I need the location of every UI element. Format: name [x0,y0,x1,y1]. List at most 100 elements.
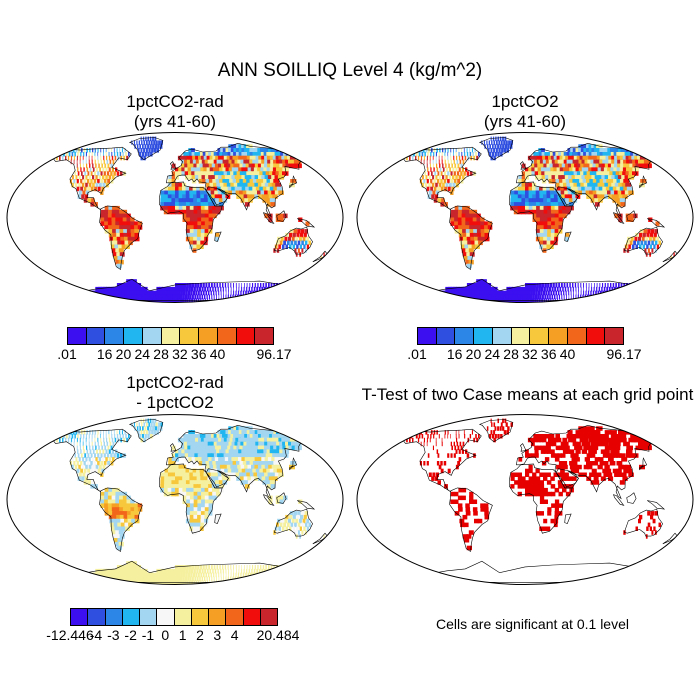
grid-cell [103,437,105,443]
grid-cell [618,217,623,222]
grid-cell [583,290,585,296]
grid-cell [454,217,459,222]
grid-cell [201,491,206,497]
grid-cell [275,453,282,458]
grid-cell [178,484,183,489]
grid-cell [100,461,103,466]
grid-cell [536,229,541,234]
grid-cell [647,248,650,253]
grid-cell [192,155,197,161]
grid-cell [528,198,533,203]
grid-cell [245,290,247,296]
grid-cell [88,441,90,447]
colorbar-tick-label: 40 [559,346,576,362]
grid-cell [122,565,128,570]
grid-cell [261,464,267,470]
grid-cell [200,155,206,161]
grid-cell [204,495,210,501]
grid-cell [284,518,288,524]
grid-cell [643,441,652,447]
colorbar-tick-label: 0 [161,627,170,643]
grid-cell [498,294,503,300]
grid-cell [278,472,284,477]
grid-cell [423,461,426,466]
grid-cell [81,476,85,481]
grid-cell [55,568,64,574]
grid-cell [460,522,466,528]
grid-cell [304,522,308,528]
grid-cell [213,453,219,458]
grid-cell [242,445,249,451]
grid-cell [184,453,189,458]
grid-cell [457,445,460,451]
grid-cell [551,217,556,222]
grid-cell [276,530,280,535]
grid-cell [621,472,627,477]
grid-cell [464,256,470,261]
grid-cell [65,290,74,296]
grid-cell [116,152,119,157]
grid-cell [527,290,531,296]
grid-cell [521,171,526,176]
grid-cell [182,487,187,493]
grid-cell [182,213,187,219]
grid-cell [467,256,473,261]
grid-cell [210,572,212,578]
grid-cell [461,221,467,226]
grid-cell [527,283,531,288]
grid-cell [409,155,411,161]
grid-cell [142,572,147,578]
grid-cell [553,190,559,195]
grid-cell [536,205,541,211]
grid-cell [129,561,135,566]
grid-cell [611,182,617,188]
grid-cell [415,155,417,161]
grid-cell [437,298,446,303]
grid-cell [215,198,220,203]
grid-cell [108,449,111,454]
grid-cell [233,298,236,303]
grid-cell [572,179,578,184]
grid-cell [83,461,86,466]
grid-cell [224,565,227,570]
grid-cell [109,236,115,242]
grid-cell [89,148,91,153]
grid-cell [157,572,162,578]
grid-cell [576,171,583,176]
grid-cell [197,507,202,512]
grid-cell [276,294,280,300]
grid-cell [647,511,651,516]
grid-cell [215,518,219,524]
grid-cell [77,449,79,454]
grid-cell [183,152,188,157]
grid-cell [650,511,655,516]
grid-cell [200,514,205,520]
grid-cell [282,453,289,458]
grid-cell [228,449,234,454]
grid-cell [178,476,183,481]
grid-cell [156,568,161,574]
grid-cell [454,491,459,497]
grid-cell [267,190,273,195]
grid-cell [186,202,191,207]
grid-cell [175,565,179,570]
grid-cell [149,418,152,424]
grid-cell [554,503,559,508]
grid-cell [591,449,597,454]
grid-cell [583,171,589,176]
grid-cell [562,449,568,454]
grid-cell [210,441,216,447]
colorbar-tick-label: 40 [209,346,226,362]
grid-cell [216,182,222,188]
grid-cell [115,495,120,501]
grid-cell [563,152,569,157]
coastline-africa [508,463,573,534]
colorbar-tick-label: 3 [213,627,222,643]
grid-cell [266,576,270,582]
grid-cell [602,283,604,288]
grid-cell [159,572,164,578]
grid-cell [525,194,530,199]
grid-cell [212,213,217,219]
grid-cell [539,511,544,516]
grid-cell [541,171,546,176]
